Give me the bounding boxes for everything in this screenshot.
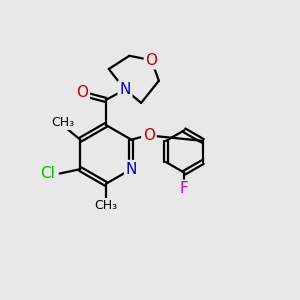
- Text: O: O: [76, 85, 88, 100]
- Text: CH₃: CH₃: [94, 200, 117, 212]
- Text: N: N: [119, 82, 131, 97]
- Text: N: N: [126, 162, 137, 177]
- Text: O: O: [143, 128, 155, 143]
- Text: F: F: [180, 182, 189, 196]
- Text: CH₃: CH₃: [51, 116, 74, 128]
- Text: Cl: Cl: [40, 166, 55, 181]
- Text: O: O: [146, 53, 158, 68]
